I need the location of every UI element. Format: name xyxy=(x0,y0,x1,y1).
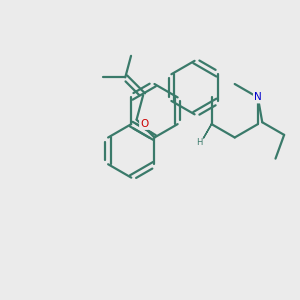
Polygon shape xyxy=(203,124,212,138)
Text: O: O xyxy=(140,119,148,129)
Text: H: H xyxy=(196,138,202,147)
Text: N: N xyxy=(254,92,262,102)
